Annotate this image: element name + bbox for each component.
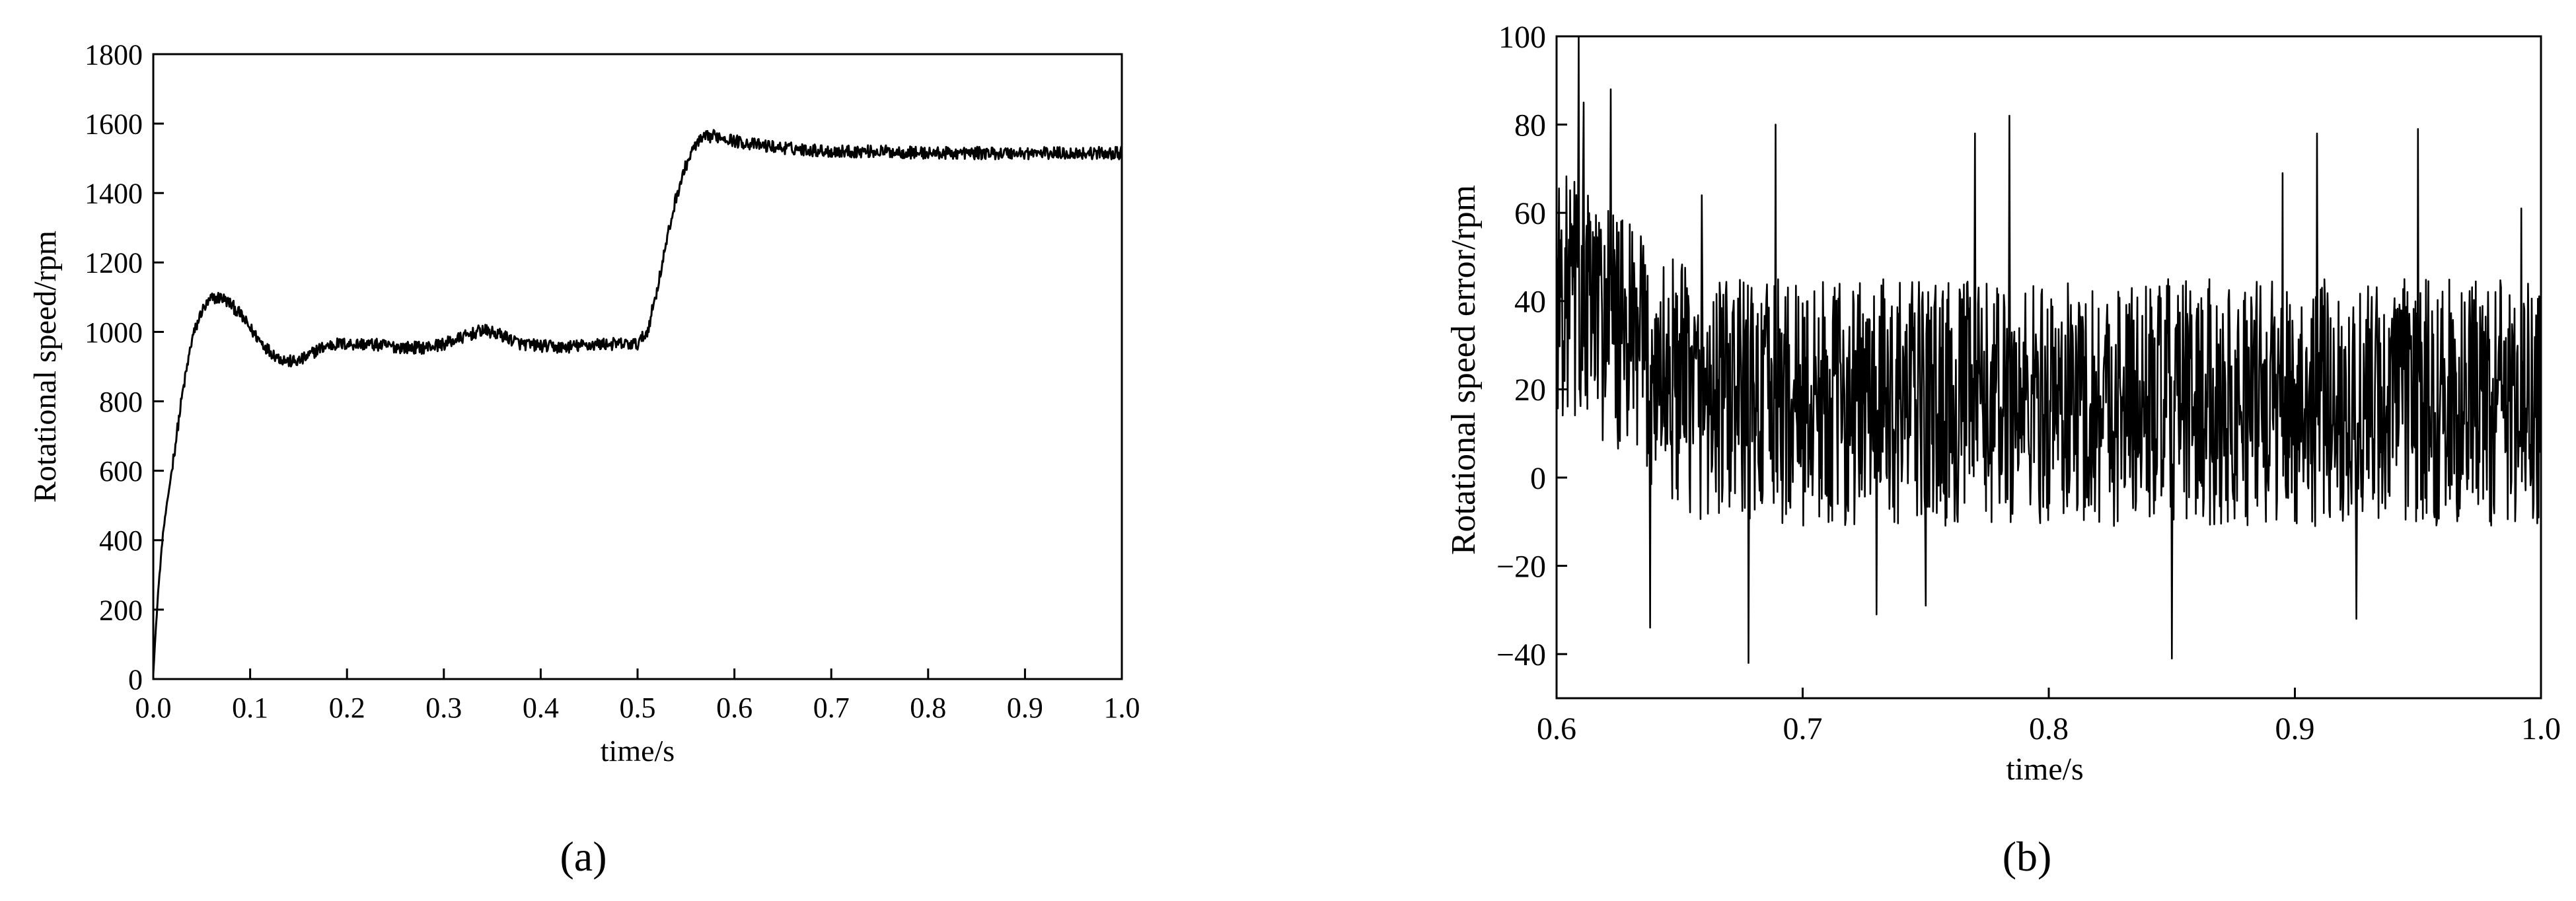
panel-label-b: (b)	[2003, 833, 2052, 880]
x-tick-labels-a: 0.0 0.1 0.2 0.3 0.4 0.5 0.6 0.7 0.8 0.9 1.0	[135, 692, 1140, 724]
x-axis-title-a: time/s	[601, 734, 675, 768]
chart-panel-b: 0.6 0.7 0.8 0.9 1.0 −40 −20 0 20 40 60 80 100 time/…	[1445, 20, 2561, 880]
x-tick-label-b: 0.8	[2029, 711, 2069, 746]
x-tick-label-b: 0.6	[1537, 711, 1576, 746]
y-tick-label-a: 1800	[85, 38, 143, 71]
y-tick-label-b: −20	[1496, 549, 1546, 584]
y-tick-label-a: 1000	[85, 316, 143, 349]
x-tick-label-a: 0.3	[425, 692, 462, 724]
y-tick-label-a: 1600	[85, 108, 143, 141]
x-tick-label-b: 0.7	[1783, 711, 1823, 746]
x-tick-label-a: 0.8	[910, 692, 946, 724]
y-tick-label-a: 1200	[85, 247, 143, 279]
x-tick-label-a: 0.0	[135, 692, 172, 724]
y-tick-label-a: 200	[99, 594, 143, 626]
y-tick-label-b: 60	[1514, 196, 1546, 231]
x-tick-label-a: 0.1	[232, 692, 268, 724]
x-tick-label-a: 0.4	[523, 692, 559, 724]
series-line-a	[152, 129, 1123, 674]
x-ticks-b	[1555, 688, 2542, 698]
y-tick-label-a: 1400	[85, 178, 143, 210]
x-tick-label-a: 0.6	[716, 692, 753, 724]
y-ticks-a	[153, 53, 164, 680]
y-tick-label-a: 800	[99, 386, 143, 418]
chart-panel-a: 0.0 0.1 0.2 0.3 0.4 0.5 0.6 0.7 0.8 0.9 1.0 0 200 40…	[28, 38, 1140, 880]
y-tick-label-a: 400	[99, 524, 143, 557]
x-tick-label-a: 1.0	[1104, 692, 1140, 724]
panel-label-a: (a)	[560, 833, 607, 880]
x-tick-label-b: 0.9	[2275, 711, 2315, 746]
x-tick-label-a: 0.2	[329, 692, 365, 724]
y-tick-label-b: 20	[1514, 373, 1546, 408]
x-tick-labels-b: 0.6 0.7 0.8 0.9 1.0	[1537, 711, 2561, 746]
x-tick-label-a: 0.5	[620, 692, 656, 724]
y-axis-title-b: Rotational speed error/rpm	[1445, 185, 1483, 555]
y-tick-label-b: −40	[1496, 637, 1546, 672]
x-tick-label-a: 0.9	[1007, 692, 1043, 724]
y-tick-label-a: 0	[128, 663, 143, 696]
x-tick-label-a: 0.7	[813, 692, 850, 724]
y-tick-label-b: 40	[1514, 285, 1546, 320]
y-tick-labels-a: 0 200 400 600 800 1000 1200 1400 1600 1800	[85, 38, 143, 696]
y-tick-label-a: 600	[99, 455, 143, 487]
x-axis-title-b: time/s	[2006, 752, 2083, 787]
x-ticks-a	[152, 668, 1123, 679]
series-line-b	[1555, 35, 2542, 664]
y-tick-label-b: 0	[1530, 461, 1546, 496]
y-tick-label-b: 100	[1498, 20, 1546, 55]
y-tick-labels-b: −40 −20 0 20 40 60 80 100	[1496, 20, 1546, 672]
x-tick-label-b: 1.0	[2521, 711, 2561, 746]
y-axis-title-a: Rotational speed/rpm	[28, 231, 63, 503]
y-tick-label-b: 80	[1514, 108, 1546, 143]
